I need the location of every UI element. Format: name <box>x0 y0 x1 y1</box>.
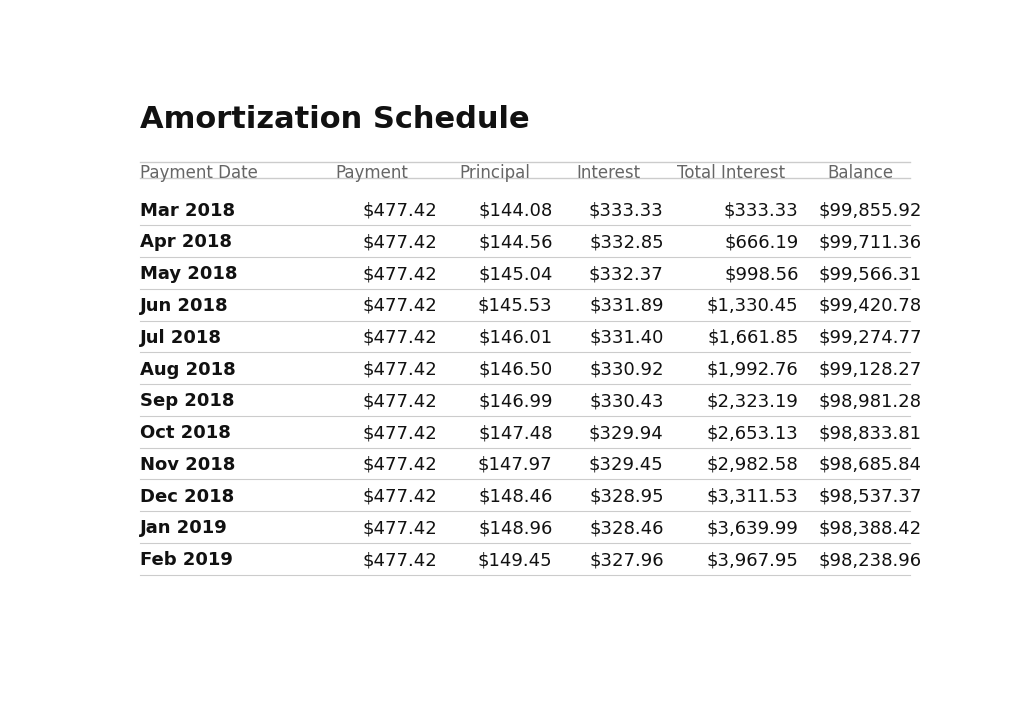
Text: $477.42: $477.42 <box>362 233 437 251</box>
Text: $666.19: $666.19 <box>724 233 799 251</box>
Text: $98,981.28: $98,981.28 <box>818 392 922 411</box>
Text: Payment Date: Payment Date <box>140 164 258 182</box>
Text: Sep 2018: Sep 2018 <box>140 392 234 411</box>
Text: $1,330.45: $1,330.45 <box>707 297 799 315</box>
Text: $2,323.19: $2,323.19 <box>707 392 799 411</box>
Text: $2,982.58: $2,982.58 <box>707 456 799 473</box>
Text: $1,992.76: $1,992.76 <box>707 361 799 379</box>
Text: $333.33: $333.33 <box>724 202 799 219</box>
Text: $99,711.36: $99,711.36 <box>818 233 922 251</box>
Text: Interest: Interest <box>577 164 640 182</box>
Text: $99,128.27: $99,128.27 <box>818 361 922 379</box>
Text: $328.95: $328.95 <box>589 488 664 505</box>
Text: $3,639.99: $3,639.99 <box>707 519 799 537</box>
Text: $477.42: $477.42 <box>362 202 437 219</box>
Text: $3,967.95: $3,967.95 <box>707 551 799 569</box>
Text: Oct 2018: Oct 2018 <box>140 424 230 442</box>
Text: $330.92: $330.92 <box>589 361 664 379</box>
Text: $329.45: $329.45 <box>589 456 664 473</box>
Text: $147.48: $147.48 <box>478 424 553 442</box>
Text: Total Interest: Total Interest <box>677 164 785 182</box>
Text: $148.96: $148.96 <box>478 519 553 537</box>
Text: $477.42: $477.42 <box>362 361 437 379</box>
Text: $3,311.53: $3,311.53 <box>707 488 799 505</box>
Text: $477.42: $477.42 <box>362 329 437 347</box>
Text: Feb 2019: Feb 2019 <box>140 551 232 569</box>
Text: $477.42: $477.42 <box>362 551 437 569</box>
Text: Jan 2019: Jan 2019 <box>140 519 227 537</box>
Text: $99,855.92: $99,855.92 <box>818 202 922 219</box>
Text: Dec 2018: Dec 2018 <box>140 488 234 505</box>
Text: $98,388.42: $98,388.42 <box>818 519 922 537</box>
Text: $477.42: $477.42 <box>362 456 437 473</box>
Text: $331.40: $331.40 <box>589 329 664 347</box>
Text: Payment: Payment <box>336 164 409 182</box>
Text: Jul 2018: Jul 2018 <box>140 329 222 347</box>
Text: $98,833.81: $98,833.81 <box>818 424 922 442</box>
Text: $331.89: $331.89 <box>589 297 664 315</box>
Text: $1,661.85: $1,661.85 <box>708 329 799 347</box>
Text: $99,566.31: $99,566.31 <box>818 265 922 283</box>
Text: $145.04: $145.04 <box>478 265 553 283</box>
Text: $998.56: $998.56 <box>724 265 799 283</box>
Text: Jun 2018: Jun 2018 <box>140 297 228 315</box>
Text: $98,685.84: $98,685.84 <box>818 456 922 473</box>
Text: $99,274.77: $99,274.77 <box>818 329 922 347</box>
Text: $327.96: $327.96 <box>589 551 664 569</box>
Text: Apr 2018: Apr 2018 <box>140 233 231 251</box>
Text: $144.56: $144.56 <box>478 233 553 251</box>
Text: May 2018: May 2018 <box>140 265 238 283</box>
Text: $328.46: $328.46 <box>589 519 664 537</box>
Text: $477.42: $477.42 <box>362 265 437 283</box>
Text: $332.85: $332.85 <box>589 233 664 251</box>
Text: Balance: Balance <box>827 164 893 182</box>
Text: $149.45: $149.45 <box>478 551 553 569</box>
Text: $329.94: $329.94 <box>589 424 664 442</box>
Text: $333.33: $333.33 <box>589 202 664 219</box>
Text: $146.99: $146.99 <box>478 392 553 411</box>
Text: $477.42: $477.42 <box>362 297 437 315</box>
Text: Aug 2018: Aug 2018 <box>140 361 236 379</box>
Text: $146.01: $146.01 <box>478 329 553 347</box>
Text: Amortization Schedule: Amortization Schedule <box>140 105 529 134</box>
Text: $148.46: $148.46 <box>478 488 553 505</box>
Text: Nov 2018: Nov 2018 <box>140 456 236 473</box>
Text: $2,653.13: $2,653.13 <box>707 424 799 442</box>
Text: $98,537.37: $98,537.37 <box>818 488 922 505</box>
Text: $144.08: $144.08 <box>478 202 553 219</box>
Text: Mar 2018: Mar 2018 <box>140 202 236 219</box>
Text: $98,238.96: $98,238.96 <box>818 551 922 569</box>
Text: $99,420.78: $99,420.78 <box>818 297 922 315</box>
Text: $332.37: $332.37 <box>589 265 664 283</box>
Text: $477.42: $477.42 <box>362 519 437 537</box>
Text: $477.42: $477.42 <box>362 392 437 411</box>
Text: Principal: Principal <box>460 164 530 182</box>
Text: $330.43: $330.43 <box>589 392 664 411</box>
Text: $147.97: $147.97 <box>478 456 553 473</box>
Text: $477.42: $477.42 <box>362 488 437 505</box>
Text: $145.53: $145.53 <box>478 297 553 315</box>
Text: $477.42: $477.42 <box>362 424 437 442</box>
Text: $146.50: $146.50 <box>478 361 553 379</box>
